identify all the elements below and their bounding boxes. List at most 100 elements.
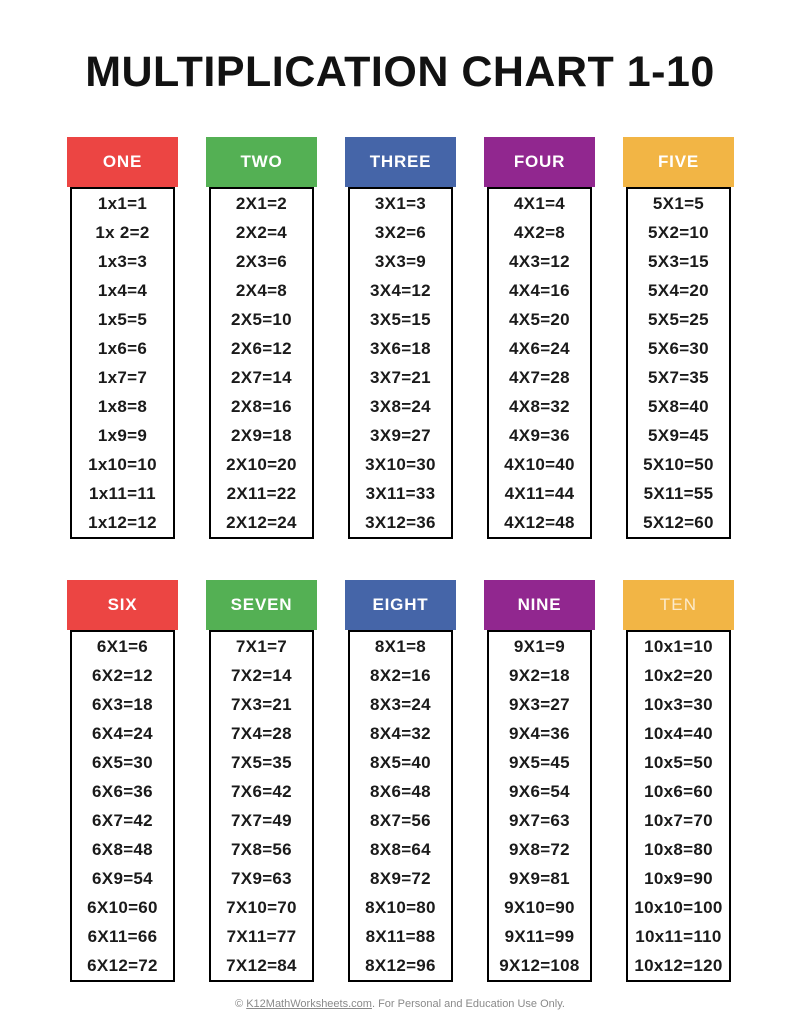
multiplication-card-one: ONE 1x1=1 1x 2=2 1x3=3 1x4=4 1x5=5 1x6=6 1x7=7 1…	[67, 137, 178, 539]
fact-row: 2X7=14	[231, 367, 292, 387]
fact-row: 4X6=24	[509, 338, 570, 358]
fact-row: 1x3=3	[97, 251, 148, 271]
fact-row: 8X1=8	[374, 636, 427, 656]
card-header-six: SIX	[67, 580, 178, 630]
fact-row: 3X9=27	[370, 425, 431, 445]
fact-row: 3X11=33	[365, 483, 436, 503]
fact-row: 3X3=9	[374, 251, 427, 271]
fact-row: 9X5=45	[509, 752, 570, 772]
fact-row: 7X3=21	[231, 694, 292, 714]
multiplication-card-seven: SEVEN 7X1=7 7X2=14 7X3=21 7X4=28 7X5=35 7X6=42…	[206, 580, 317, 982]
fact-row: 10x4=40	[644, 723, 713, 743]
card-header-three: THREE	[345, 137, 456, 187]
fact-row: 6X6=36	[92, 781, 153, 801]
fact-row: 10x3=30	[644, 694, 713, 714]
fact-row: 1x8=8	[97, 396, 148, 416]
fact-row: 4X8=32	[509, 396, 570, 416]
fact-row: 8X9=72	[370, 868, 431, 888]
multiplication-card-five: FIVE 5X1=5 5X2=10 5X3=15 5X4=20 5X5=25 5X6=30 5…	[623, 137, 734, 539]
fact-row: 1x5=5	[97, 309, 148, 329]
footer-copyright: ©	[235, 998, 247, 1010]
fact-row: 10x11=110	[635, 926, 722, 946]
fact-row: 6X3=18	[92, 694, 153, 714]
fact-row: 9X6=54	[509, 781, 570, 801]
fact-row: 6X11=66	[87, 926, 158, 946]
fact-row: 2X11=22	[226, 483, 297, 503]
fact-row: 8X8=64	[370, 839, 431, 859]
fact-row: 10x9=90	[644, 868, 713, 888]
fact-row: 8X10=80	[365, 897, 436, 917]
page-title: MULTIPLICATION CHART 1-10	[85, 48, 715, 96]
fact-row: 4X10=40	[504, 454, 575, 474]
fact-row: 4X2=8	[513, 222, 566, 242]
fact-row: 3X8=24	[370, 396, 431, 416]
fact-row: 5X12=60	[643, 512, 714, 532]
fact-row: 1x12=12	[88, 512, 157, 532]
fact-row: 5X3=15	[648, 251, 709, 271]
fact-row: 2X2=4	[235, 222, 288, 242]
multiplication-card-three: THREE 3X1=3 3X2=6 3X3=9 3X4=12 3X5=15 3X6=18 3X…	[345, 137, 456, 539]
fact-row: 10x6=60	[644, 781, 713, 801]
fact-row: 6X7=42	[92, 810, 153, 830]
card-header-five: FIVE	[623, 137, 734, 187]
fact-row: 4X9=36	[509, 425, 570, 445]
facts-list-three: 3X1=3 3X2=6 3X3=9 3X4=12 3X5=15 3X6=18 3X7=21 3…	[348, 187, 453, 539]
fact-row: 6X10=60	[87, 897, 158, 917]
fact-row: 4X5=20	[509, 309, 570, 329]
fact-row: 2X8=16	[231, 396, 292, 416]
fact-row: 7X2=14	[231, 665, 292, 685]
multiplication-card-four: FOUR 4X1=4 4X2=8 4X3=12 4X4=16 4X5=20 4X6=24 4X…	[484, 137, 595, 539]
fact-row: 7X7=49	[231, 810, 292, 830]
fact-row: 6X1=6	[96, 636, 149, 656]
fact-row: 5X7=35	[648, 367, 709, 387]
multiplication-card-two: TWO 2X1=2 2X2=4 2X3=6 2X4=8 2X5=10 2X6=12 2X7=1…	[206, 137, 317, 539]
footer-link[interactable]: K12MathWorksheets.com	[246, 998, 372, 1010]
fact-row: 1x1=1	[97, 193, 148, 213]
footer: © K12MathWorksheets.com. For Personal an…	[0, 998, 800, 1010]
fact-row: 8X12=96	[365, 955, 436, 975]
card-header-seven: SEVEN	[206, 580, 317, 630]
fact-row: 7X8=56	[231, 839, 292, 859]
cards-grid: ONE 1x1=1 1x 2=2 1x3=3 1x4=4 1x5=5 1x6=6 1x7=7 1…	[67, 137, 734, 982]
fact-row: 1x7=7	[97, 367, 148, 387]
fact-row: 1x6=6	[97, 338, 148, 358]
fact-row: 6X2=12	[92, 665, 153, 685]
fact-row: 9X11=99	[504, 926, 575, 946]
fact-row: 8X11=88	[365, 926, 436, 946]
fact-row: 2X12=24	[226, 512, 297, 532]
fact-row: 7X6=42	[231, 781, 292, 801]
fact-row: 3X12=36	[365, 512, 436, 532]
fact-row: 2X1=2	[235, 193, 288, 213]
card-header-nine: NINE	[484, 580, 595, 630]
fact-row: 9X2=18	[509, 665, 570, 685]
fact-row: 9X9=81	[509, 868, 570, 888]
fact-row: 5X11=55	[643, 483, 714, 503]
fact-row: 6X9=54	[92, 868, 153, 888]
fact-row: 2X3=6	[235, 251, 288, 271]
fact-row: 8X7=56	[370, 810, 431, 830]
fact-row: 5X6=30	[648, 338, 709, 358]
fact-row: 10x8=80	[644, 839, 713, 859]
fact-row: 9X1=9	[513, 636, 566, 656]
fact-row: 2X6=12	[231, 338, 292, 358]
fact-row: 4X12=48	[504, 512, 575, 532]
fact-row: 10x12=120	[634, 955, 723, 975]
facts-list-ten: 10x1=10 10x2=20 10x3=30 10x4=40 10x5=50 10x6=…	[626, 630, 731, 982]
fact-row: 7X5=35	[231, 752, 292, 772]
fact-row: 2X10=20	[226, 454, 297, 474]
facts-list-one: 1x1=1 1x 2=2 1x3=3 1x4=4 1x5=5 1x6=6 1x7=7 1x8=…	[70, 187, 175, 539]
fact-row: 5X8=40	[648, 396, 709, 416]
fact-row: 6X4=24	[92, 723, 153, 743]
fact-row: 4X11=44	[504, 483, 575, 503]
fact-row: 7X11=77	[226, 926, 297, 946]
multiplication-card-six: SIX 6X1=6 6X2=12 6X3=18 6X4=24 6X5=30 6X6=36 6X…	[67, 580, 178, 982]
card-header-ten: TEN	[623, 580, 734, 630]
fact-row: 7X4=28	[231, 723, 292, 743]
fact-row: 5X2=10	[648, 222, 709, 242]
fact-row: 5X1=5	[652, 193, 705, 213]
facts-list-two: 2X1=2 2X2=4 2X3=6 2X4=8 2X5=10 2X6=12 2X7=14 2X…	[209, 187, 314, 539]
card-header-eight: EIGHT	[345, 580, 456, 630]
facts-list-six: 6X1=6 6X2=12 6X3=18 6X4=24 6X5=30 6X6=36 6X7=4…	[70, 630, 175, 982]
fact-row: 9X12=108	[499, 955, 580, 975]
